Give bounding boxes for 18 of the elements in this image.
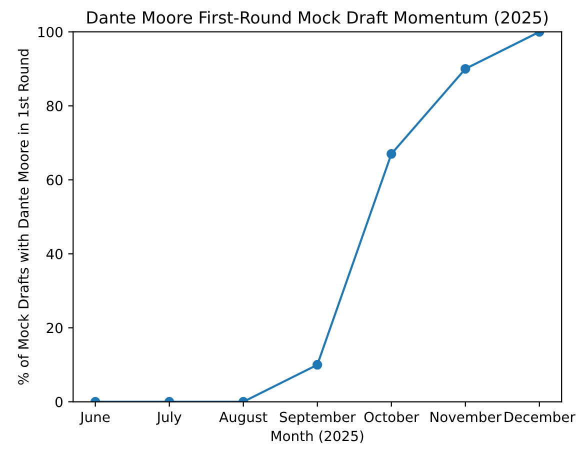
- point: [386, 149, 396, 159]
- x-tick-label: August: [219, 412, 268, 425]
- chart-title: Dante Moore First-Round Mock Draft Momentum (2025): [87, 10, 548, 26]
- y-tick-label: 40: [46, 248, 62, 260]
- x-tick-label: December: [504, 411, 576, 422]
- x-tick-label: October: [364, 411, 420, 422]
- x-tick-label: June: [79, 412, 110, 425]
- y-tick-label: 100: [38, 26, 62, 38]
- y-tick-label: 0: [55, 396, 62, 408]
- y-tick-label: 20: [46, 322, 62, 334]
- x-tick-label: July: [156, 411, 182, 425]
- point: [460, 64, 470, 74]
- x-axis-title: Month (2025): [272, 430, 364, 443]
- y-tick-label: 80: [46, 100, 62, 112]
- x-tick-label: November: [430, 411, 502, 422]
- y-axis-title: % of Mock Drafts with Dante Moore in 1st Round: [18, 49, 29, 385]
- y-tick-label: 60: [46, 174, 62, 186]
- x-tick-label: September: [280, 411, 356, 425]
